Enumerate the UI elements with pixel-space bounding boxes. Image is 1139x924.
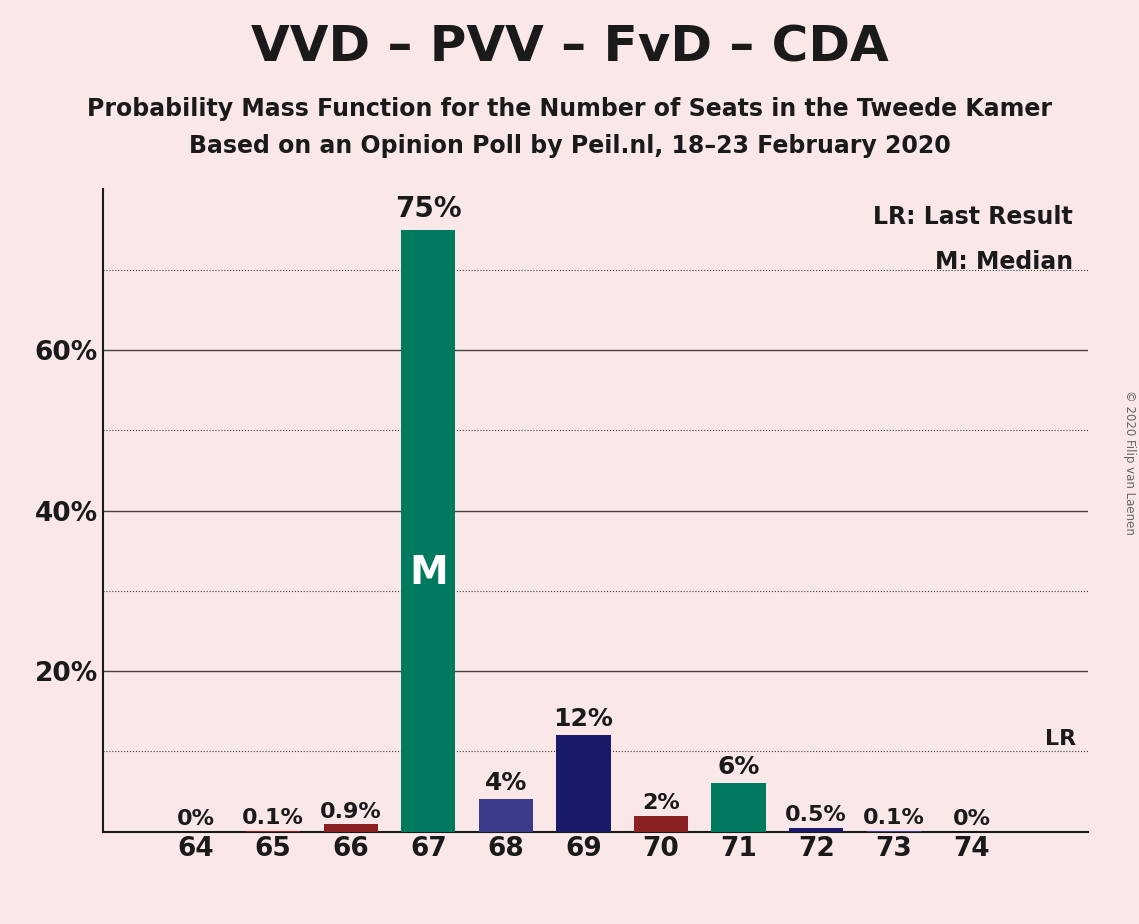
Text: LR: LR <box>1044 729 1076 749</box>
Text: 0.5%: 0.5% <box>786 805 847 825</box>
Bar <box>401 229 456 832</box>
Text: LR: Last Result: LR: Last Result <box>874 205 1073 229</box>
Text: Probability Mass Function for the Number of Seats in the Tweede Kamer: Probability Mass Function for the Number… <box>87 97 1052 121</box>
Text: 4%: 4% <box>485 772 527 796</box>
Bar <box>712 784 765 832</box>
Text: 2%: 2% <box>642 793 680 813</box>
Text: 12%: 12% <box>554 707 614 731</box>
Text: 0%: 0% <box>177 809 214 829</box>
Text: Based on an Opinion Poll by Peil.nl, 18–23 February 2020: Based on an Opinion Poll by Peil.nl, 18–… <box>189 134 950 158</box>
Text: VVD – PVV – FvD – CDA: VVD – PVV – FvD – CDA <box>251 23 888 71</box>
Bar <box>478 799 533 832</box>
Bar <box>634 816 688 832</box>
Bar <box>323 824 378 832</box>
Text: 0.1%: 0.1% <box>243 808 304 829</box>
Text: 0.1%: 0.1% <box>863 808 925 829</box>
Text: 0.9%: 0.9% <box>320 802 382 822</box>
Text: 0%: 0% <box>952 809 991 829</box>
Bar <box>789 828 843 832</box>
Text: M: Median: M: Median <box>935 250 1073 274</box>
Text: 75%: 75% <box>395 195 461 223</box>
Text: © 2020 Filip van Laenen: © 2020 Filip van Laenen <box>1123 390 1137 534</box>
Text: 6%: 6% <box>718 756 760 780</box>
Text: M: M <box>409 553 448 591</box>
Bar <box>556 736 611 832</box>
